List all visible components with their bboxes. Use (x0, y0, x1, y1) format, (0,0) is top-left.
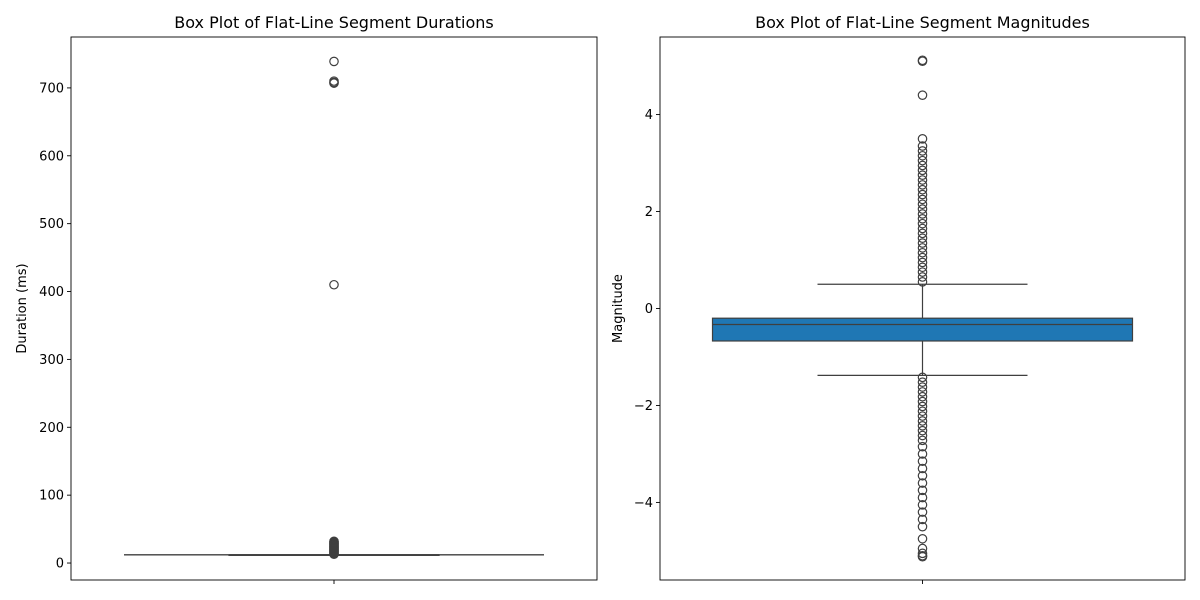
outlier-point (917, 272, 928, 282)
outlier-point (917, 500, 928, 510)
y-axis-label: Duration (ms) (15, 263, 30, 353)
outlier-point (917, 228, 928, 239)
outlier-point (917, 456, 928, 467)
outlier-point (917, 372, 928, 383)
y-tick-label: 200 (39, 421, 64, 436)
outlier-point (917, 160, 928, 171)
outlier-point (329, 279, 339, 290)
outlier-point (917, 55, 928, 66)
outlier-point (917, 421, 928, 431)
outlier-point (917, 146, 928, 156)
outlier-point (917, 209, 928, 219)
outlier-point (917, 155, 928, 166)
outlier-point (329, 56, 339, 67)
y-tick-label: 300 (39, 353, 64, 368)
outlier-point (917, 382, 928, 392)
outlier-point (917, 387, 928, 397)
outlier-point (917, 214, 928, 224)
outlier-point (917, 396, 928, 407)
chart-panel-2: Box Plot of Flat-Line Segment Magnitudes… (611, 13, 1186, 584)
y-tick-label: 100 (39, 489, 64, 504)
outlier-point (917, 435, 928, 446)
outlier-point (917, 514, 928, 525)
outlier-point (917, 218, 928, 229)
outlier-point (917, 90, 928, 100)
y-tick-label: 700 (39, 81, 64, 96)
y-tick-label: 400 (39, 285, 64, 300)
outlier-point (917, 478, 928, 488)
outlier-point (917, 175, 928, 185)
outlier-point (917, 170, 928, 180)
outlier-point (917, 533, 928, 544)
outlier-point (917, 267, 928, 277)
outlier-point (917, 463, 928, 474)
outlier-point (917, 425, 928, 436)
y-tick-label: 0 (645, 302, 653, 317)
y-tick-label: 600 (39, 149, 64, 164)
outlier-point (917, 189, 928, 200)
outlier-point (917, 199, 928, 210)
outlier-point (917, 507, 928, 517)
outlier-point (917, 485, 928, 496)
outlier-point (917, 184, 928, 195)
outlier-point (917, 238, 928, 248)
outlier-point (917, 165, 928, 176)
outlier-point (917, 180, 928, 190)
y-tick-label: 4 (645, 108, 653, 123)
outlier-point (917, 492, 928, 503)
y-tick-label: 0 (56, 557, 64, 572)
outlier-point (917, 470, 928, 481)
chart-panel-1: Box Plot of Flat-Line Segment Durations D… (15, 13, 598, 584)
y-tick-label: −4 (634, 496, 653, 511)
outlier-point (917, 548, 928, 559)
iqr-box (711, 317, 1134, 342)
outlier-point (917, 150, 928, 161)
outlier-point (917, 247, 928, 258)
outlier-point (917, 223, 928, 234)
outlier-point (917, 134, 928, 144)
y-tick-label: 500 (39, 217, 64, 232)
y-axis-label: Magnitude (611, 274, 626, 343)
outlier-point (917, 377, 928, 387)
outlier-point (917, 441, 928, 452)
outlier-point (917, 401, 928, 412)
outlier-point (329, 536, 339, 547)
chart-title: Box Plot of Flat-Line Segment Magnitudes (755, 13, 1090, 32)
y-tick-label: −2 (634, 399, 653, 414)
outlier-point (917, 141, 928, 151)
outlier-point (917, 257, 928, 268)
outlier-point (917, 262, 928, 273)
outlier-point (917, 194, 928, 205)
outlier-point (917, 449, 928, 459)
plot-frame (70, 36, 598, 581)
chart-title: Box Plot of Flat-Line Segment Durations (174, 13, 493, 32)
outlier-point (917, 416, 928, 426)
outlier-point (917, 411, 928, 421)
outlier-point (917, 252, 928, 263)
outlier-point (917, 551, 928, 562)
outlier-point (329, 76, 339, 86)
outlier-point (917, 243, 928, 253)
outlier-point (917, 277, 928, 287)
outlier-point (917, 233, 928, 244)
outlier-point (917, 406, 928, 417)
y-tick-label: 2 (645, 205, 653, 220)
outlier-point (917, 521, 928, 532)
outlier-point (917, 204, 928, 214)
outlier-point (917, 430, 928, 441)
outlier-point (917, 391, 928, 402)
